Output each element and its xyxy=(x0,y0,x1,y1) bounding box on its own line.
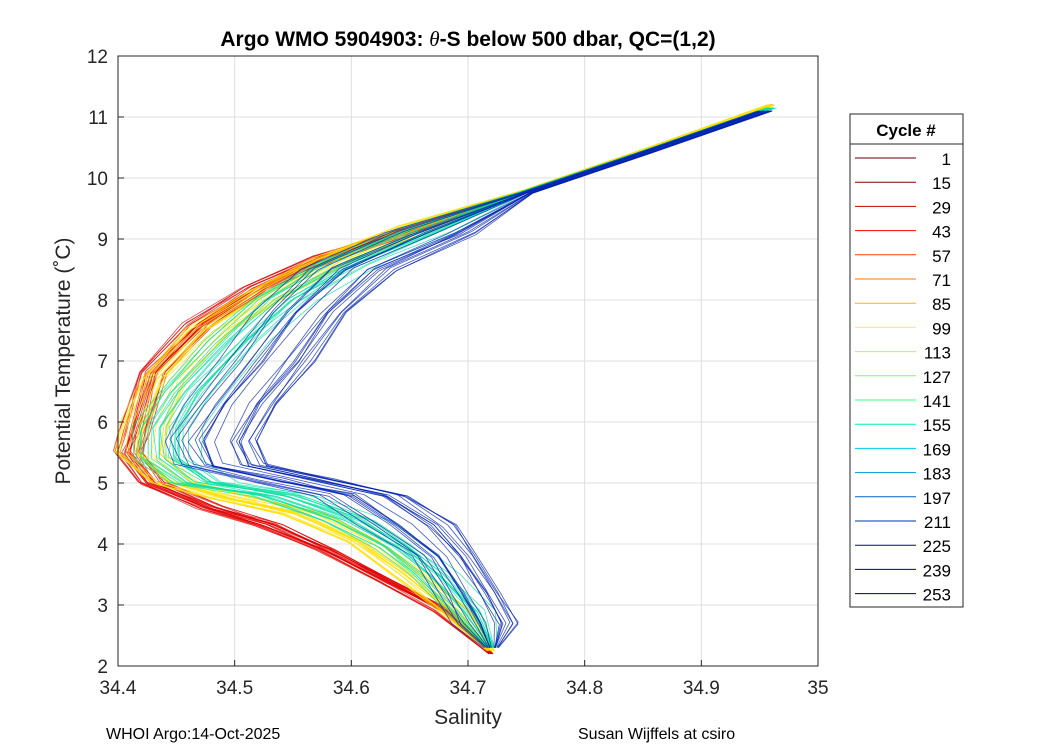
legend-label: 85 xyxy=(932,295,951,314)
x-tick-label: 34.6 xyxy=(333,678,370,699)
profile-line xyxy=(229,110,768,648)
profile-line xyxy=(231,110,769,648)
legend-label: 1 xyxy=(942,150,951,169)
profile-line xyxy=(198,110,765,648)
legend-label: 253 xyxy=(923,586,951,605)
legend-item: 29 xyxy=(855,198,951,217)
legend-item: 211 xyxy=(855,513,951,532)
legend-item: 99 xyxy=(855,319,951,338)
legend-label: 71 xyxy=(932,271,951,290)
legend-item: 169 xyxy=(855,440,951,459)
profile-line xyxy=(248,110,772,648)
legend-label: 99 xyxy=(932,319,951,338)
profile-line xyxy=(238,110,770,649)
legend: Cycle # 1 15 29 43 57 71 85 99 113 127 141 155 169 18… xyxy=(849,113,964,608)
profile-line xyxy=(175,110,761,648)
x-tick-label: 34.5 xyxy=(216,678,253,699)
legend-box xyxy=(849,113,964,608)
title-prefix: Argo WMO 5904903: xyxy=(220,28,429,51)
legend-label: 29 xyxy=(932,198,951,217)
profile-line xyxy=(119,104,769,651)
profile-line xyxy=(125,104,770,652)
profile-line xyxy=(254,110,773,648)
profile-line xyxy=(169,110,761,648)
legend-item: 57 xyxy=(855,247,951,266)
profile-line xyxy=(181,110,761,648)
y-tick-label: 7 xyxy=(97,352,108,373)
legend-item: 155 xyxy=(855,416,951,435)
chart-title: Argo WMO 5904903: θ-S below 500 dbar, QC… xyxy=(220,27,715,51)
profile-line xyxy=(164,110,759,649)
profile-line xyxy=(202,110,765,648)
legend-item: 127 xyxy=(855,368,951,387)
profile-line xyxy=(187,110,764,649)
x-tick-label: 34.9 xyxy=(683,678,720,699)
legend-item: 239 xyxy=(855,561,951,580)
footer-author: Susan Wijffels at csiro xyxy=(578,726,736,743)
legend-label: 43 xyxy=(932,223,951,242)
legend-label: 197 xyxy=(923,489,951,508)
profile-line xyxy=(152,107,771,648)
legend-item: 1 xyxy=(855,150,951,169)
x-axis-label: Salinity xyxy=(434,706,502,729)
y-tick-label: 11 xyxy=(88,108,108,129)
legend-label: 155 xyxy=(923,416,951,435)
legend-item: 71 xyxy=(855,271,951,290)
profile-line xyxy=(158,107,771,648)
legend-item: 43 xyxy=(855,223,951,242)
legend-label: 141 xyxy=(923,392,951,411)
y-tick-label: 6 xyxy=(97,413,108,434)
legend-item: 183 xyxy=(855,465,951,484)
y-tick-label: 3 xyxy=(97,596,108,617)
footer-source: WHOI Argo:14-Oct-2025 xyxy=(106,726,281,743)
legend-label: 239 xyxy=(923,561,951,580)
x-tick-label: 34.7 xyxy=(450,678,487,699)
y-axis-label: Potential Temperature (˚C) xyxy=(52,237,75,484)
legend-label: 15 xyxy=(932,174,951,193)
legend-item: 85 xyxy=(855,295,951,314)
legend-label: 183 xyxy=(923,465,951,484)
x-tick-label: 35 xyxy=(807,678,828,699)
y-tick-label: 9 xyxy=(97,230,108,251)
y-tick-label: 5 xyxy=(97,474,108,495)
legend-label: 127 xyxy=(923,368,951,387)
profile-line xyxy=(131,107,767,648)
legend-label: 57 xyxy=(932,247,951,266)
legend-item: 225 xyxy=(855,537,951,556)
y-axis: 2 3 4 5 6 7 8 9 10 11 12 xyxy=(87,47,124,678)
legend-item: 141 xyxy=(855,392,951,411)
y-tick-label: 2 xyxy=(97,657,108,678)
profile-line xyxy=(248,110,771,648)
legend-label: 225 xyxy=(923,537,951,556)
profile-group-181-253 xyxy=(164,110,773,649)
x-axis: 34.4 34.5 34.6 34.7 34.8 34.9 35 xyxy=(100,660,829,699)
y-tick-label: 4 xyxy=(97,535,108,556)
title-suffix: -S below 500 dbar, QC=(1,2) xyxy=(440,28,716,51)
legend-label: 169 xyxy=(923,440,951,459)
legend-item: 113 xyxy=(855,344,951,363)
x-tick-label: 34.8 xyxy=(566,678,603,699)
y-tick-label: 8 xyxy=(97,291,108,312)
legend-items: 1 15 29 43 57 71 85 99 113 127 141 155 169 183 197 211 2… xyxy=(855,150,951,605)
legend-item: 15 xyxy=(855,174,951,193)
profile-line xyxy=(177,107,774,649)
profile-line xyxy=(256,110,773,648)
legend-item: 253 xyxy=(855,586,951,605)
legend-title: Cycle # xyxy=(876,121,936,140)
y-tick-label: 10 xyxy=(87,169,108,190)
legend-label: 113 xyxy=(924,344,951,363)
legend-item: 197 xyxy=(855,489,951,508)
y-tick-label: 12 xyxy=(87,47,108,68)
legend-label: 211 xyxy=(924,513,951,532)
title-theta: θ xyxy=(429,27,439,51)
x-tick-label: 34.4 xyxy=(100,678,137,699)
profile-line xyxy=(178,107,774,649)
profile-line xyxy=(214,110,766,648)
